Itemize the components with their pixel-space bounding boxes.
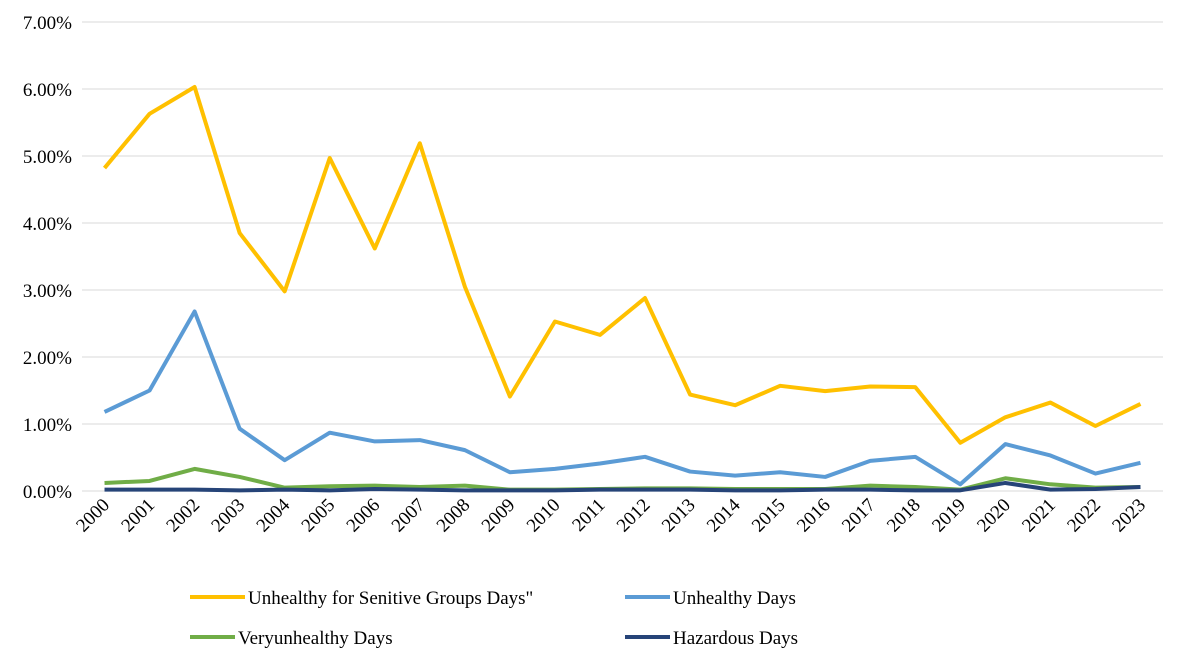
x-tick-label: 2000 — [72, 495, 114, 537]
y-tick-label: 4.00% — [23, 214, 72, 235]
y-tick-label: 2.00% — [23, 348, 72, 369]
x-tick-label: 2013 — [658, 495, 700, 537]
x-tick-label: 2017 — [838, 495, 880, 537]
y-tick-label: 7.00% — [23, 13, 72, 34]
legend-label: Hazardous Days — [673, 628, 798, 649]
x-tick-label: 2021 — [1018, 495, 1060, 537]
x-tick-label: 2019 — [928, 495, 970, 537]
x-tick-label: 2016 — [793, 495, 835, 537]
x-tick-label: 2006 — [343, 495, 385, 537]
x-tick-label: 2002 — [162, 495, 204, 537]
x-tick-label: 2014 — [703, 494, 745, 536]
x-tick-label: 2001 — [117, 495, 159, 537]
y-tick-label: 0.00% — [23, 482, 72, 503]
y-tick-label: 1.00% — [23, 415, 72, 436]
series-line — [102, 84, 1142, 445]
legend-label: Unhealthy for Senitive Groups Days" — [248, 588, 533, 609]
x-tick-label: 2015 — [748, 495, 790, 537]
x-tick-label: 2012 — [613, 495, 655, 537]
x-tick-label: 2011 — [568, 495, 609, 536]
x-tick-label: 2004 — [253, 494, 295, 536]
x-tick-label: 2010 — [523, 495, 565, 537]
series-line — [103, 309, 1141, 487]
y-tick-label: 5.00% — [23, 147, 72, 168]
x-tick-label: 2003 — [207, 495, 249, 537]
x-tick-label: 2018 — [883, 495, 925, 537]
y-tick-label: 6.00% — [23, 80, 72, 101]
x-tick-label: 2005 — [298, 495, 340, 537]
x-tick-label: 2022 — [1063, 495, 1105, 537]
x-tick-label: 2008 — [433, 495, 475, 537]
x-tick-label: 2009 — [478, 495, 520, 537]
legend-label: Veryunhealthy Days — [238, 628, 393, 649]
series-line — [104, 480, 1141, 493]
y-tick-label: 3.00% — [23, 281, 72, 302]
x-tick-label: 2007 — [388, 495, 430, 537]
x-tick-label: 2023 — [1108, 495, 1150, 537]
legend-label: Unhealthy Days — [673, 588, 796, 609]
x-tick-label: 2020 — [973, 495, 1015, 537]
